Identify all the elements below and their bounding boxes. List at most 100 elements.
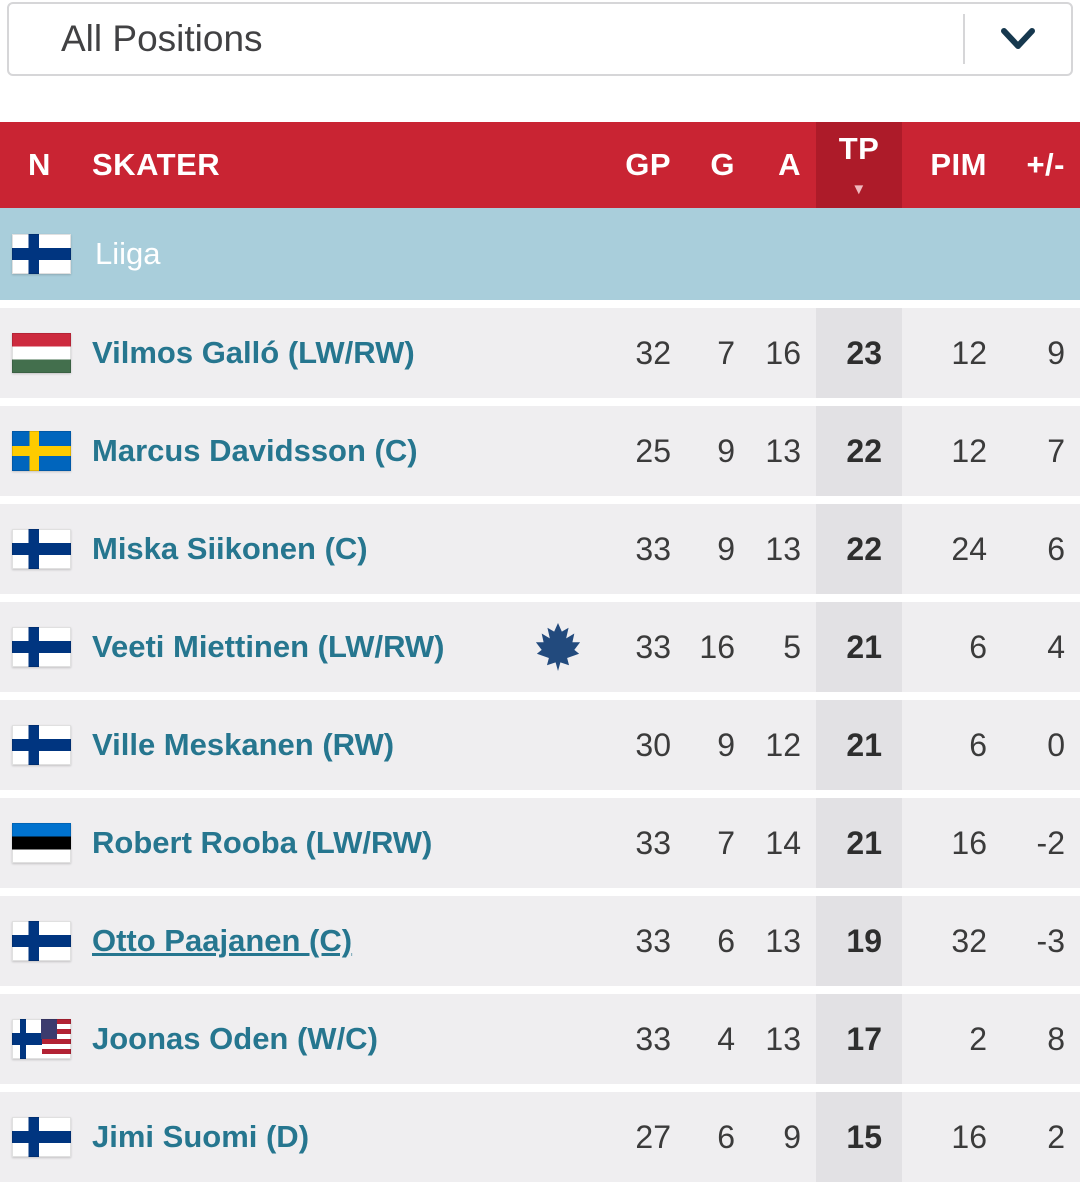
country-flag-icon (12, 627, 71, 667)
stat-gp: 33 (635, 1020, 671, 1057)
stat-plusminus: -2 (1036, 824, 1065, 861)
table-row: Vilmos Galló (LW/RW) 32 7 16 23 12 9 (0, 308, 1080, 398)
stat-plusminus: 9 (1047, 334, 1065, 371)
toronto-maple-leafs-logo (535, 623, 581, 671)
skater-cell: Miska Siikonen (C) (92, 504, 608, 594)
stat-pim: 6 (969, 628, 987, 665)
header-pim[interactable]: PIM (930, 147, 987, 182)
country-flag-icon (12, 431, 71, 471)
skater-cell: Joonas Oden (W/C) (92, 994, 608, 1084)
skater-cell: Jimi Suomi (D) (92, 1092, 608, 1182)
flag-cell (0, 602, 92, 692)
stat-plusminus: 8 (1047, 1020, 1065, 1057)
stat-plusminus: 0 (1047, 726, 1065, 763)
position-filter-select[interactable]: All Positions (7, 2, 1073, 76)
table-row: Robert Rooba (LW/RW) 33 7 14 21 16 -2 (0, 798, 1080, 888)
stat-tp: 22 (816, 504, 902, 594)
stat-gp: 33 (635, 824, 671, 861)
stat-tp: 21 (816, 700, 902, 790)
flag-cell (0, 896, 92, 986)
league-group-row: Liiga (0, 208, 1080, 300)
flag-cell (0, 308, 92, 398)
table-row: Miska Siikonen (C) 33 9 13 22 24 6 (0, 504, 1080, 594)
stat-gp: 33 (635, 922, 671, 959)
stat-pim: 6 (969, 726, 987, 763)
header-n[interactable]: N (28, 147, 51, 182)
stat-pim: 12 (951, 334, 987, 371)
stat-tp: 19 (816, 896, 902, 986)
header-skater[interactable]: SKATER (92, 147, 221, 182)
stat-gp: 27 (635, 1118, 671, 1155)
table-row: Otto Paajanen (C) 33 6 13 19 32 -3 (0, 896, 1080, 986)
player-link[interactable]: Miska Siikonen (C) (92, 531, 368, 566)
player-link[interactable]: Jimi Suomi (D) (92, 1119, 310, 1154)
stat-pim: 12 (951, 432, 987, 469)
flag-cell (0, 994, 92, 1084)
stat-a: 16 (765, 334, 801, 371)
header-tp-sorted[interactable]: TP (816, 122, 902, 208)
table-row: Marcus Davidsson (C) 25 9 13 22 12 7 (0, 406, 1080, 496)
stat-g: 7 (717, 334, 735, 371)
stat-a: 13 (765, 1020, 801, 1057)
stat-tp: 21 (816, 798, 902, 888)
position-filter-label: All Positions (61, 18, 263, 59)
player-link[interactable]: Vilmos Galló (LW/RW) (92, 335, 415, 370)
stat-gp: 30 (635, 726, 671, 763)
player-link[interactable]: Robert Rooba (LW/RW) (92, 825, 433, 860)
stat-g: 4 (717, 1020, 735, 1057)
table-row: Joonas Oden (W/C) 33 4 13 17 2 8 (0, 994, 1080, 1084)
stat-pim: 24 (951, 530, 987, 567)
stat-plusminus: 7 (1047, 432, 1065, 469)
stat-a: 5 (783, 628, 801, 665)
stat-g: 6 (717, 1118, 735, 1155)
flag-cell (0, 1092, 92, 1182)
skater-cell: Veeti Miettinen (LW/RW) (92, 602, 608, 692)
stat-gp: 33 (635, 530, 671, 567)
stat-gp: 33 (635, 628, 671, 665)
player-link[interactable]: Joonas Oden (W/C) (92, 1021, 378, 1056)
table-row: Veeti Miettinen (LW/RW) 33 16 5 21 6 4 (0, 602, 1080, 692)
stat-a: 14 (765, 824, 801, 861)
chevron-down-icon (1001, 28, 1035, 49)
header-a[interactable]: A (778, 147, 801, 182)
stat-tp: 22 (816, 406, 902, 496)
flag-cell (0, 700, 92, 790)
country-flag-icon (12, 725, 71, 765)
header-plusminus[interactable]: +/- (1026, 147, 1065, 182)
stat-pim: 16 (951, 1118, 987, 1155)
stat-g: 16 (699, 628, 735, 665)
stat-tp: 23 (816, 308, 902, 398)
league-name-link[interactable]: Liiga (95, 236, 161, 271)
skater-cell: Ville Meskanen (RW) (92, 700, 608, 790)
flag-cell (0, 504, 92, 594)
skater-cell: Robert Rooba (LW/RW) (92, 798, 608, 888)
country-flag-icon (12, 1117, 71, 1157)
stat-pim: 32 (951, 922, 987, 959)
sort-desc-icon (851, 168, 866, 199)
stat-gp: 32 (635, 334, 671, 371)
stat-plusminus: 6 (1047, 530, 1065, 567)
stat-gp: 25 (635, 432, 671, 469)
select-chevron-area[interactable] (965, 27, 1071, 51)
player-link[interactable]: Otto Paajanen (C) (92, 923, 353, 958)
skater-stats-table: N SKATER GP G A TP PIM +/- Liiga Vilmos … (0, 122, 1080, 1182)
country-flag-icon (12, 823, 71, 863)
player-link[interactable]: Ville Meskanen (RW) (92, 727, 395, 762)
header-gp[interactable]: GP (625, 147, 671, 182)
stat-a: 13 (765, 432, 801, 469)
stat-g: 6 (717, 922, 735, 959)
player-link[interactable]: Marcus Davidsson (C) (92, 433, 418, 468)
stat-g: 9 (717, 726, 735, 763)
flag-cell (0, 406, 92, 496)
stat-g: 9 (717, 432, 735, 469)
table-header-row: N SKATER GP G A TP PIM +/- (0, 122, 1080, 208)
country-flag-icon (12, 1019, 71, 1059)
select-divider (963, 14, 965, 64)
skater-cell: Otto Paajanen (C) (92, 896, 608, 986)
stat-plusminus: 4 (1047, 628, 1065, 665)
stat-plusminus: -3 (1036, 922, 1065, 959)
player-link[interactable]: Veeti Miettinen (LW/RW) (92, 629, 445, 664)
header-g[interactable]: G (710, 147, 735, 182)
stat-a: 12 (765, 726, 801, 763)
country-flag-icon (12, 333, 71, 373)
